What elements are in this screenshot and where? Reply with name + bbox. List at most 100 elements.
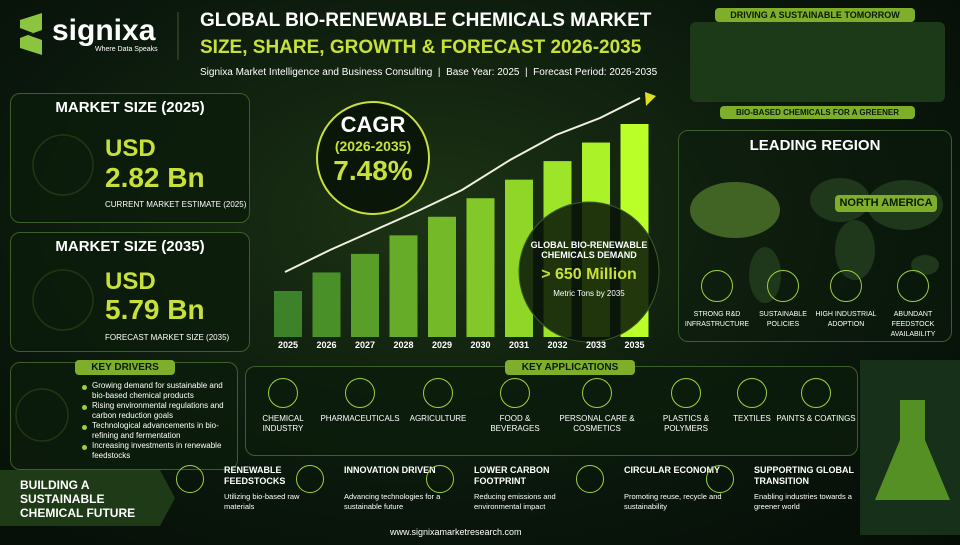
- currency: USD: [105, 268, 156, 295]
- footer-banner: [0, 470, 175, 526]
- cagr-label: CAGR: [340, 112, 406, 137]
- year-label: 2031: [508, 340, 530, 350]
- year-label: 2026: [316, 340, 337, 350]
- year-label: 2029: [431, 340, 453, 350]
- year-label: 2028: [393, 340, 414, 350]
- application-label: PLASTICS & POLYMERS: [662, 414, 710, 433]
- application-label: AGRICULTURE: [409, 414, 467, 423]
- bar: [389, 235, 418, 337]
- demand-value: > 650 Million: [541, 266, 637, 283]
- pillar-title: LOWER CARBON FOOTPRINT: [474, 465, 550, 486]
- hero-banner: DRIVING A SUSTAINABLE TOMORROW: [715, 8, 915, 22]
- driver-bullet: [82, 405, 87, 410]
- bar: [312, 272, 341, 337]
- year-label: 2035: [624, 340, 645, 350]
- arrow-head: [645, 92, 656, 106]
- pillar-title: INNOVATION DRIVEN: [344, 465, 436, 475]
- application-icon: [582, 378, 612, 408]
- factor-icon: [830, 270, 862, 302]
- cagr-circle: [316, 101, 430, 215]
- application-label: FOOD & BEVERAGES: [490, 414, 540, 433]
- application-label: PERSONAL CARE & COSMETICS: [559, 414, 635, 433]
- application-icon: [268, 378, 298, 408]
- pillar-text: Utilizing bio-based raw materials: [224, 492, 300, 511]
- demand-unit: Metric Tons by 2035: [553, 289, 625, 298]
- application-icon: [423, 378, 453, 408]
- panel: [10, 232, 250, 352]
- factor-icon: [701, 270, 733, 302]
- cagr-period: (2026-2035): [334, 138, 412, 154]
- value: 5.79 Bn: [105, 294, 205, 325]
- year-label: 2032: [547, 340, 568, 350]
- pillar-title: RENEWABLE FEEDSTOCKS: [224, 465, 286, 486]
- heading: KEY APPLICATIONS: [505, 360, 635, 375]
- bar: [428, 216, 456, 337]
- application-label: PHARMACEUTICALS: [320, 414, 400, 423]
- hero-image: [690, 22, 945, 102]
- year-label: 2030: [470, 340, 491, 350]
- pillar-title: CIRCULAR ECONOMY: [624, 465, 720, 475]
- pillar-text: Reducing emissions and environmental imp…: [474, 492, 556, 511]
- heading: KEY DRIVERS: [75, 360, 175, 375]
- pillar-title: SUPPORTING GLOBAL TRANSITION: [754, 465, 854, 486]
- pillar-text: Advancing technologies for a sustainable…: [344, 492, 441, 511]
- value: 2.82 Bn: [105, 162, 205, 193]
- footer-banner-text: BUILDING A SUSTAINABLE CHEMICAL FUTURE: [20, 478, 136, 520]
- pillar-icon: [296, 465, 324, 493]
- application-label: CHEMICAL INDUSTRY: [262, 414, 304, 433]
- application-icon: [345, 378, 375, 408]
- driver-bullet: [82, 445, 87, 450]
- driver-text: Technological advancements in bio-refini…: [92, 421, 219, 440]
- driver-text: Growing demand for sustainable and bio-b…: [92, 381, 223, 400]
- factor-label: HIGH INDUSTRIAL ADOPTION: [815, 311, 877, 328]
- application-icon: [801, 378, 831, 408]
- bar: [274, 291, 302, 337]
- factor-label: ABUNDANT FEEDSTOCK AVAILABILITY: [890, 311, 936, 338]
- year-label: 2027: [354, 340, 376, 350]
- url: www.signixamarketresearch.com: [390, 527, 522, 537]
- heading: MARKET SIZE (2025): [55, 99, 205, 116]
- title: GLOBAL BIO-RENEWABLE CHEMICALS MARKET: [200, 10, 652, 31]
- demand-title: GLOBAL BIO-RENEWABLE CHEMICALS DEMAND: [530, 240, 648, 260]
- application-icon: [737, 378, 767, 408]
- application-icon: [671, 378, 701, 408]
- bar: [466, 198, 495, 337]
- year-label: 2025: [277, 340, 299, 350]
- application-label: TEXTILES: [733, 414, 771, 423]
- tagline: Where Data Speaks: [95, 46, 158, 53]
- driver-text: Increasing investments in renewable feed…: [92, 441, 222, 460]
- north-america: [690, 182, 780, 238]
- pillar-icon: [176, 465, 204, 493]
- panel: [10, 93, 250, 223]
- pillar-icon: [706, 465, 734, 493]
- factor-label: SUSTAINABLE POLICIES: [759, 311, 807, 328]
- year-label: 2033: [585, 340, 607, 350]
- demand-circle: [518, 201, 660, 343]
- caption: CURRENT MARKET ESTIMATE (2025): [105, 200, 247, 209]
- factor-icon: [767, 270, 799, 302]
- driver-text: Rising environmental regulations and car…: [92, 401, 224, 420]
- factor-label: STRONG R&D INFRASTRUCTURE: [684, 311, 750, 328]
- region-name: NORTH AMERICA: [835, 195, 937, 212]
- pillar-icon: [426, 465, 454, 493]
- heading: LEADING REGION: [749, 137, 881, 154]
- cagr-value: 7.48%: [333, 155, 413, 186]
- pillar-text: Promoting reuse, recycle and sustainabil…: [624, 492, 722, 511]
- bar: [351, 253, 379, 337]
- panel: [678, 130, 952, 342]
- brand: signixa: [52, 14, 156, 47]
- caption: FORECAST MARKET SIZE (2035): [105, 333, 230, 342]
- driver-bullet: [82, 425, 87, 430]
- panel: [10, 362, 238, 470]
- subtitle: Signixa Market Intelligence and Business…: [200, 67, 658, 78]
- title: SIZE, SHARE, GROWTH & FORECAST 2026-2035: [200, 37, 642, 58]
- currency: USD: [105, 135, 156, 162]
- factor-icon: [897, 270, 929, 302]
- trend-line: [284, 97, 641, 273]
- driver-bullet: [82, 385, 87, 390]
- pillar-text: Enabling industries towards a greener wo…: [754, 492, 852, 511]
- pillar-icon: [576, 465, 604, 493]
- heading: MARKET SIZE (2035): [55, 238, 205, 255]
